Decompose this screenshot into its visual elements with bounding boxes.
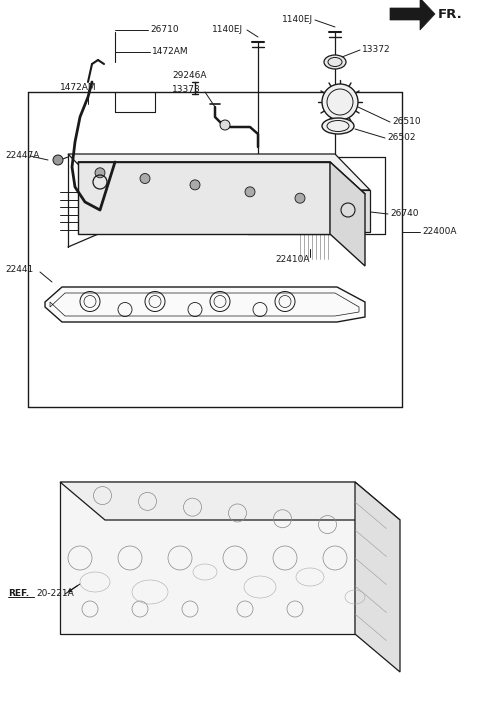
Circle shape: [322, 84, 358, 120]
Text: 26510: 26510: [392, 117, 420, 126]
Circle shape: [295, 193, 305, 203]
Circle shape: [190, 180, 200, 190]
Text: 22447A: 22447A: [5, 152, 39, 161]
Text: REF.: REF.: [8, 590, 29, 599]
Text: 1140EJ: 1140EJ: [212, 25, 243, 34]
Text: 26740: 26740: [390, 209, 419, 218]
Circle shape: [245, 187, 255, 197]
Text: 26502: 26502: [387, 133, 416, 143]
Circle shape: [220, 120, 230, 130]
Text: 29246A: 29246A: [172, 70, 206, 79]
Polygon shape: [60, 482, 355, 634]
Circle shape: [95, 168, 105, 178]
Polygon shape: [103, 190, 370, 232]
Text: 1472AM: 1472AM: [152, 48, 189, 56]
Text: 26710: 26710: [150, 25, 179, 34]
Text: 20-221A: 20-221A: [36, 590, 74, 599]
Text: 22400A: 22400A: [422, 227, 456, 237]
Polygon shape: [78, 162, 365, 194]
Text: 22410A: 22410A: [275, 256, 310, 265]
Ellipse shape: [324, 55, 346, 69]
Text: 22441: 22441: [5, 265, 33, 274]
Polygon shape: [330, 162, 365, 266]
Polygon shape: [390, 0, 435, 30]
Polygon shape: [45, 287, 365, 322]
Ellipse shape: [322, 118, 354, 134]
Polygon shape: [78, 162, 330, 234]
Polygon shape: [68, 154, 370, 190]
Polygon shape: [60, 482, 400, 520]
Circle shape: [53, 155, 63, 165]
Polygon shape: [78, 162, 365, 194]
Circle shape: [341, 203, 355, 217]
Circle shape: [140, 173, 150, 183]
Text: 1472AM: 1472AM: [60, 84, 96, 93]
Polygon shape: [355, 482, 400, 672]
Text: 13372: 13372: [362, 46, 391, 55]
Text: FR.: FR.: [438, 8, 463, 20]
Text: 13373: 13373: [172, 84, 201, 93]
Text: 1140EJ: 1140EJ: [282, 15, 313, 23]
